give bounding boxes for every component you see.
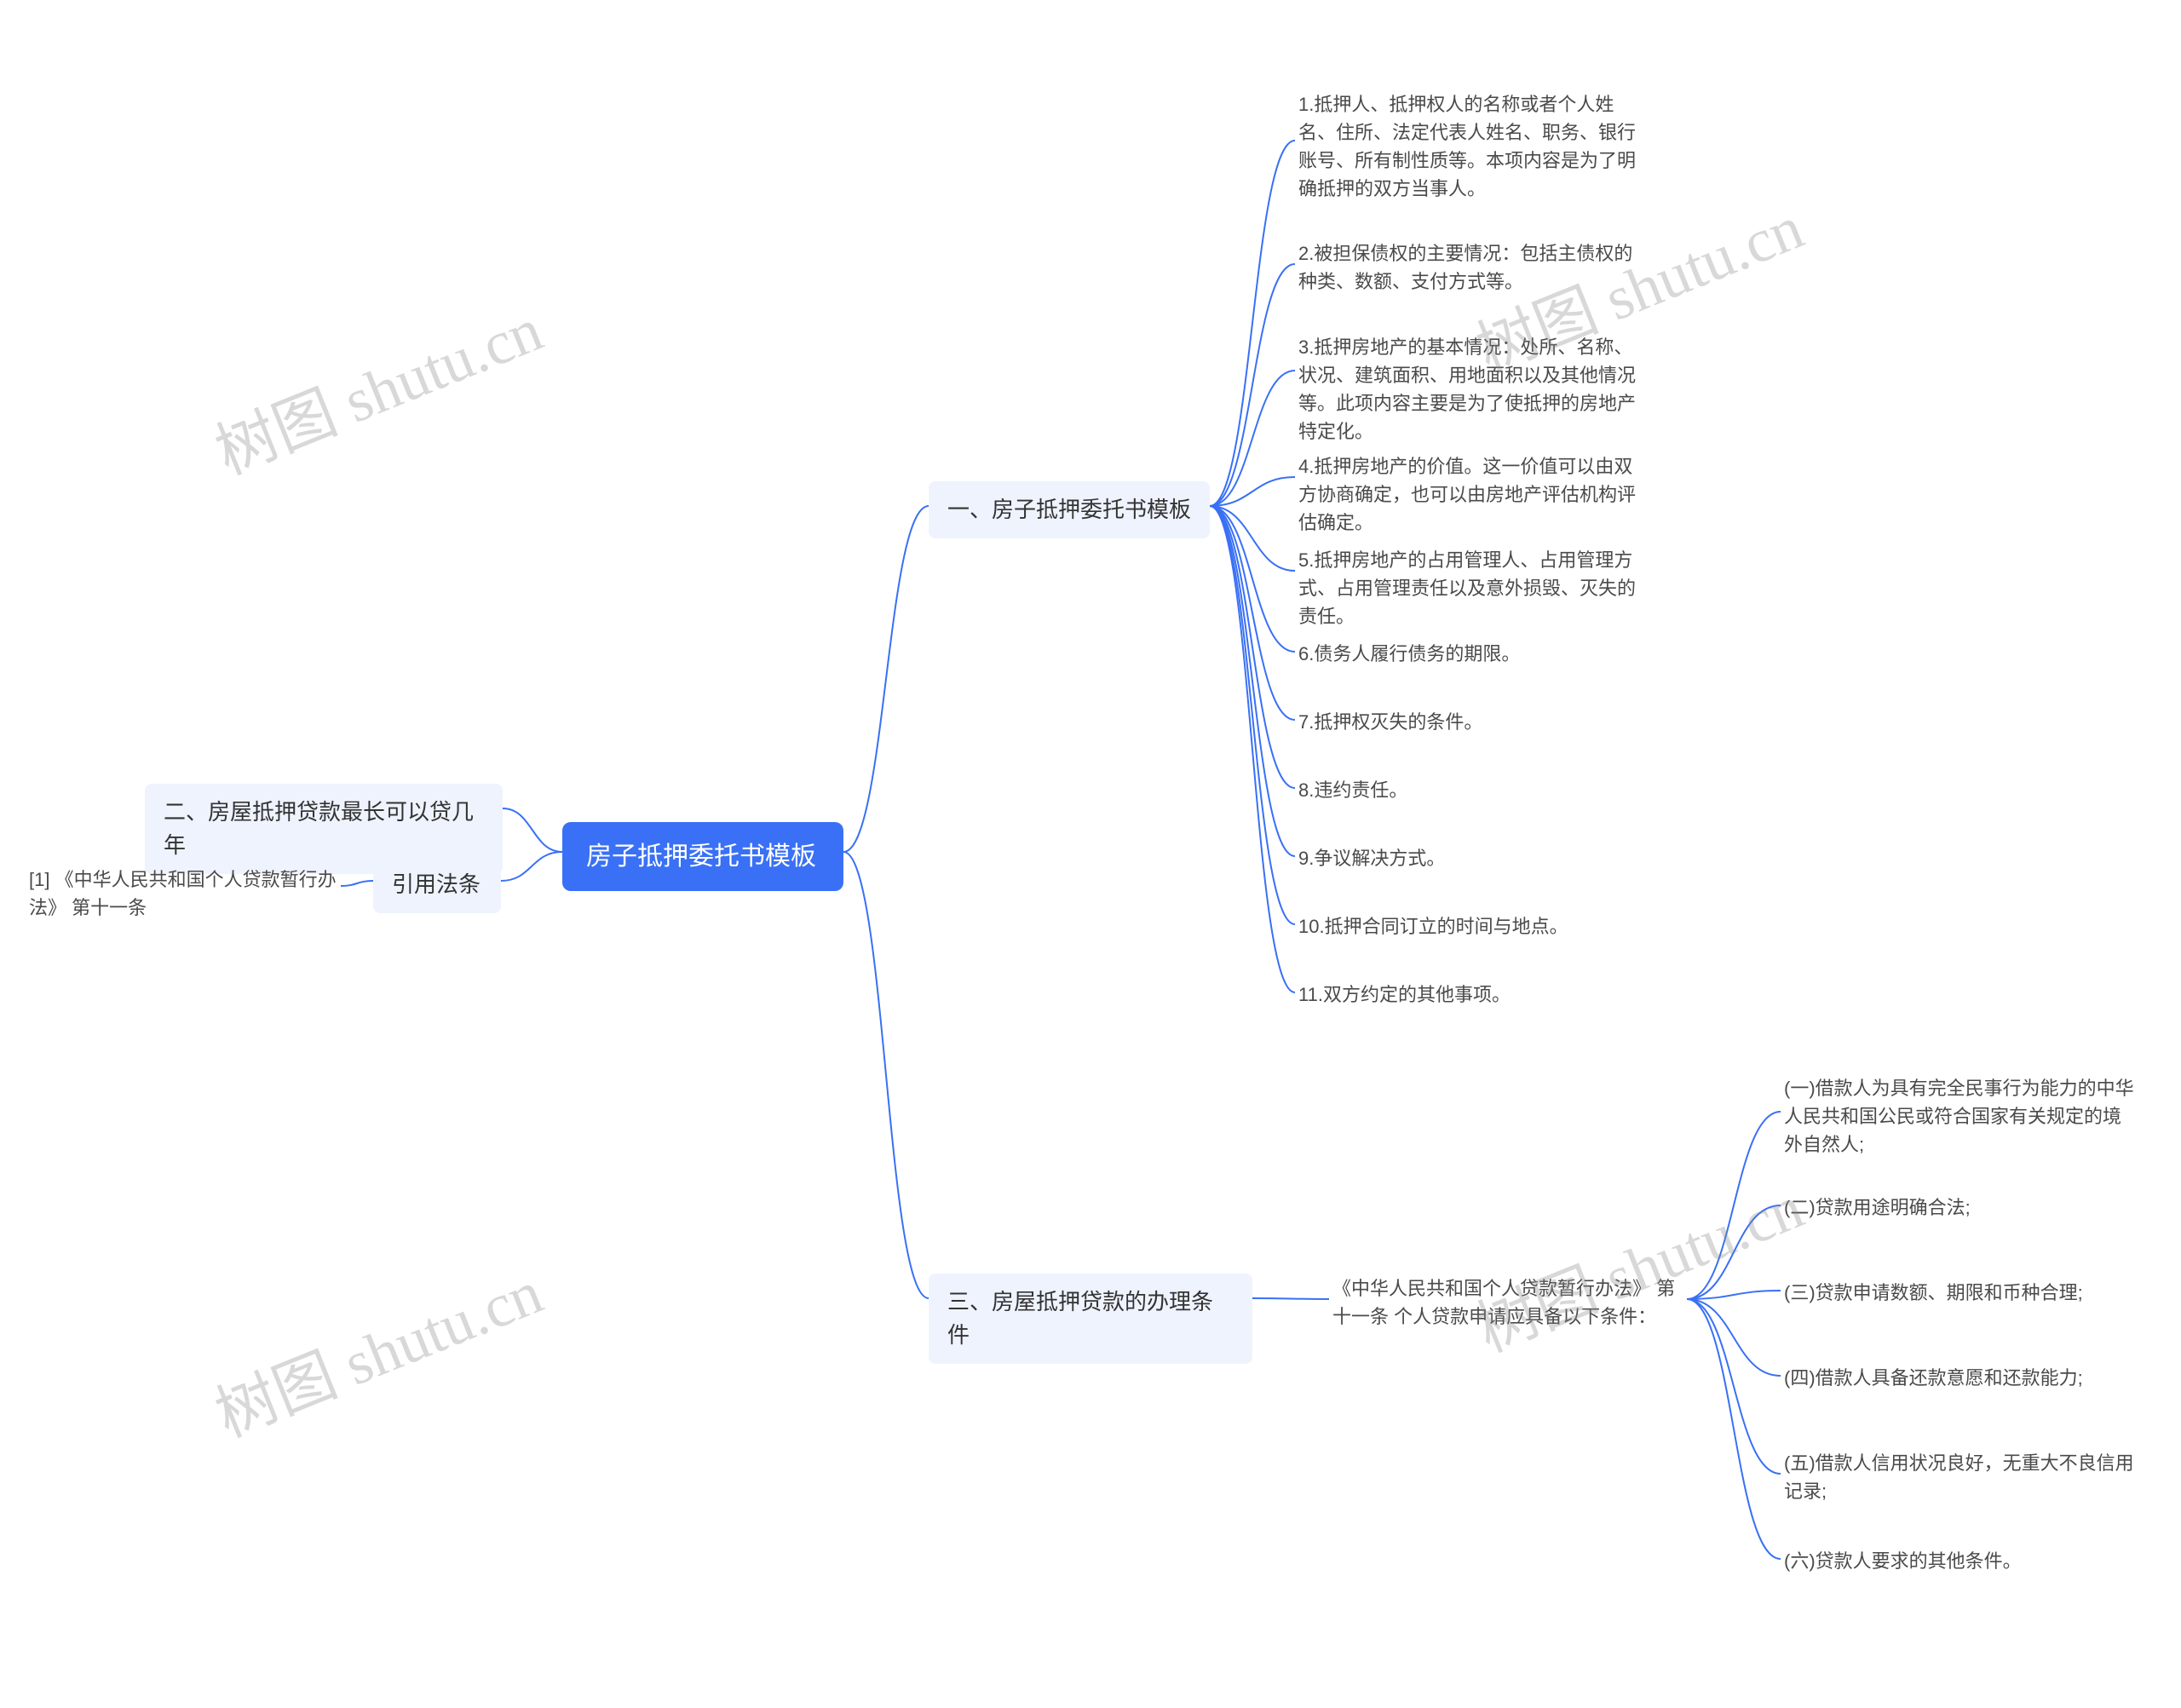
leaf-3-0: 《中华人民共和国个人贷款暂行办法》 第十一条 个人贷款申请应具备以下条件： [1329,1269,1687,1336]
branch-one: 一、房子抵押委托书模板 [929,481,1210,538]
leaf-3-1: (一)借款人为具有完全民事行为能力的中华人民共和国公民或符合国家有关规定的境外自… [1781,1069,2138,1164]
leaf-1-3: 3.抵押房地产的基本情况：处所、名称、状况、建筑面积、用地面积以及其他情况等。此… [1295,328,1653,451]
watermark: 树图 shutu.cn [1461,1157,1814,1369]
leaf-1-7: 7.抵押权灭失的条件。 [1295,703,1653,741]
leaf-3-6: (六)贷款人要求的其他条件。 [1781,1542,2138,1580]
leaf-1-11: 11.双方约定的其他事项。 [1295,975,1653,1014]
branch-references: 引用法条 [373,856,501,913]
leaf-1-8: 8.违约责任。 [1295,771,1653,809]
leaf-1-1: 1.抵押人、抵押权人的名称或者个人姓名、住所、法定代表人姓名、职务、银行账号、所… [1295,85,1653,208]
leaf-1-2: 2.被担保债权的主要情况：包括主债权的种类、数额、支付方式等。 [1295,234,1653,301]
watermark: 树图 shutu.cn [200,279,553,492]
leaf-3-3: (三)贷款申请数额、期限和币种合理; [1781,1274,2138,1312]
leaf-3-2: (二)贷款用途明确合法; [1781,1188,2138,1227]
mindmap-root: 房子抵押委托书模板 [562,822,843,891]
leaf-1-9: 9.争议解决方式。 [1295,839,1653,877]
branch-three: 三、房屋抵押贷款的办理条件 [929,1274,1252,1364]
leaf-1-5: 5.抵押房地产的占用管理人、占用管理方式、占用管理责任以及意外损毁、灭失的责任。 [1295,541,1653,635]
leaf-3-4: (四)借款人具备还款意愿和还款能力; [1781,1359,2138,1397]
leaf-ref-1: [1] 《中华人民共和国个人贷款暂行办法》 第十一条 [26,860,341,927]
leaf-3-5: (五)借款人信用状况良好，无重大不良信用记录; [1781,1444,2138,1510]
watermark: 树图 shutu.cn [200,1242,553,1454]
leaf-1-10: 10.抵押合同订立的时间与地点。 [1295,907,1653,946]
leaf-1-6: 6.债务人履行债务的期限。 [1295,635,1653,673]
leaf-1-4: 4.抵押房地产的价值。这一价值可以由双方协商确定，也可以由房地产评估机构评估确定… [1295,447,1653,542]
